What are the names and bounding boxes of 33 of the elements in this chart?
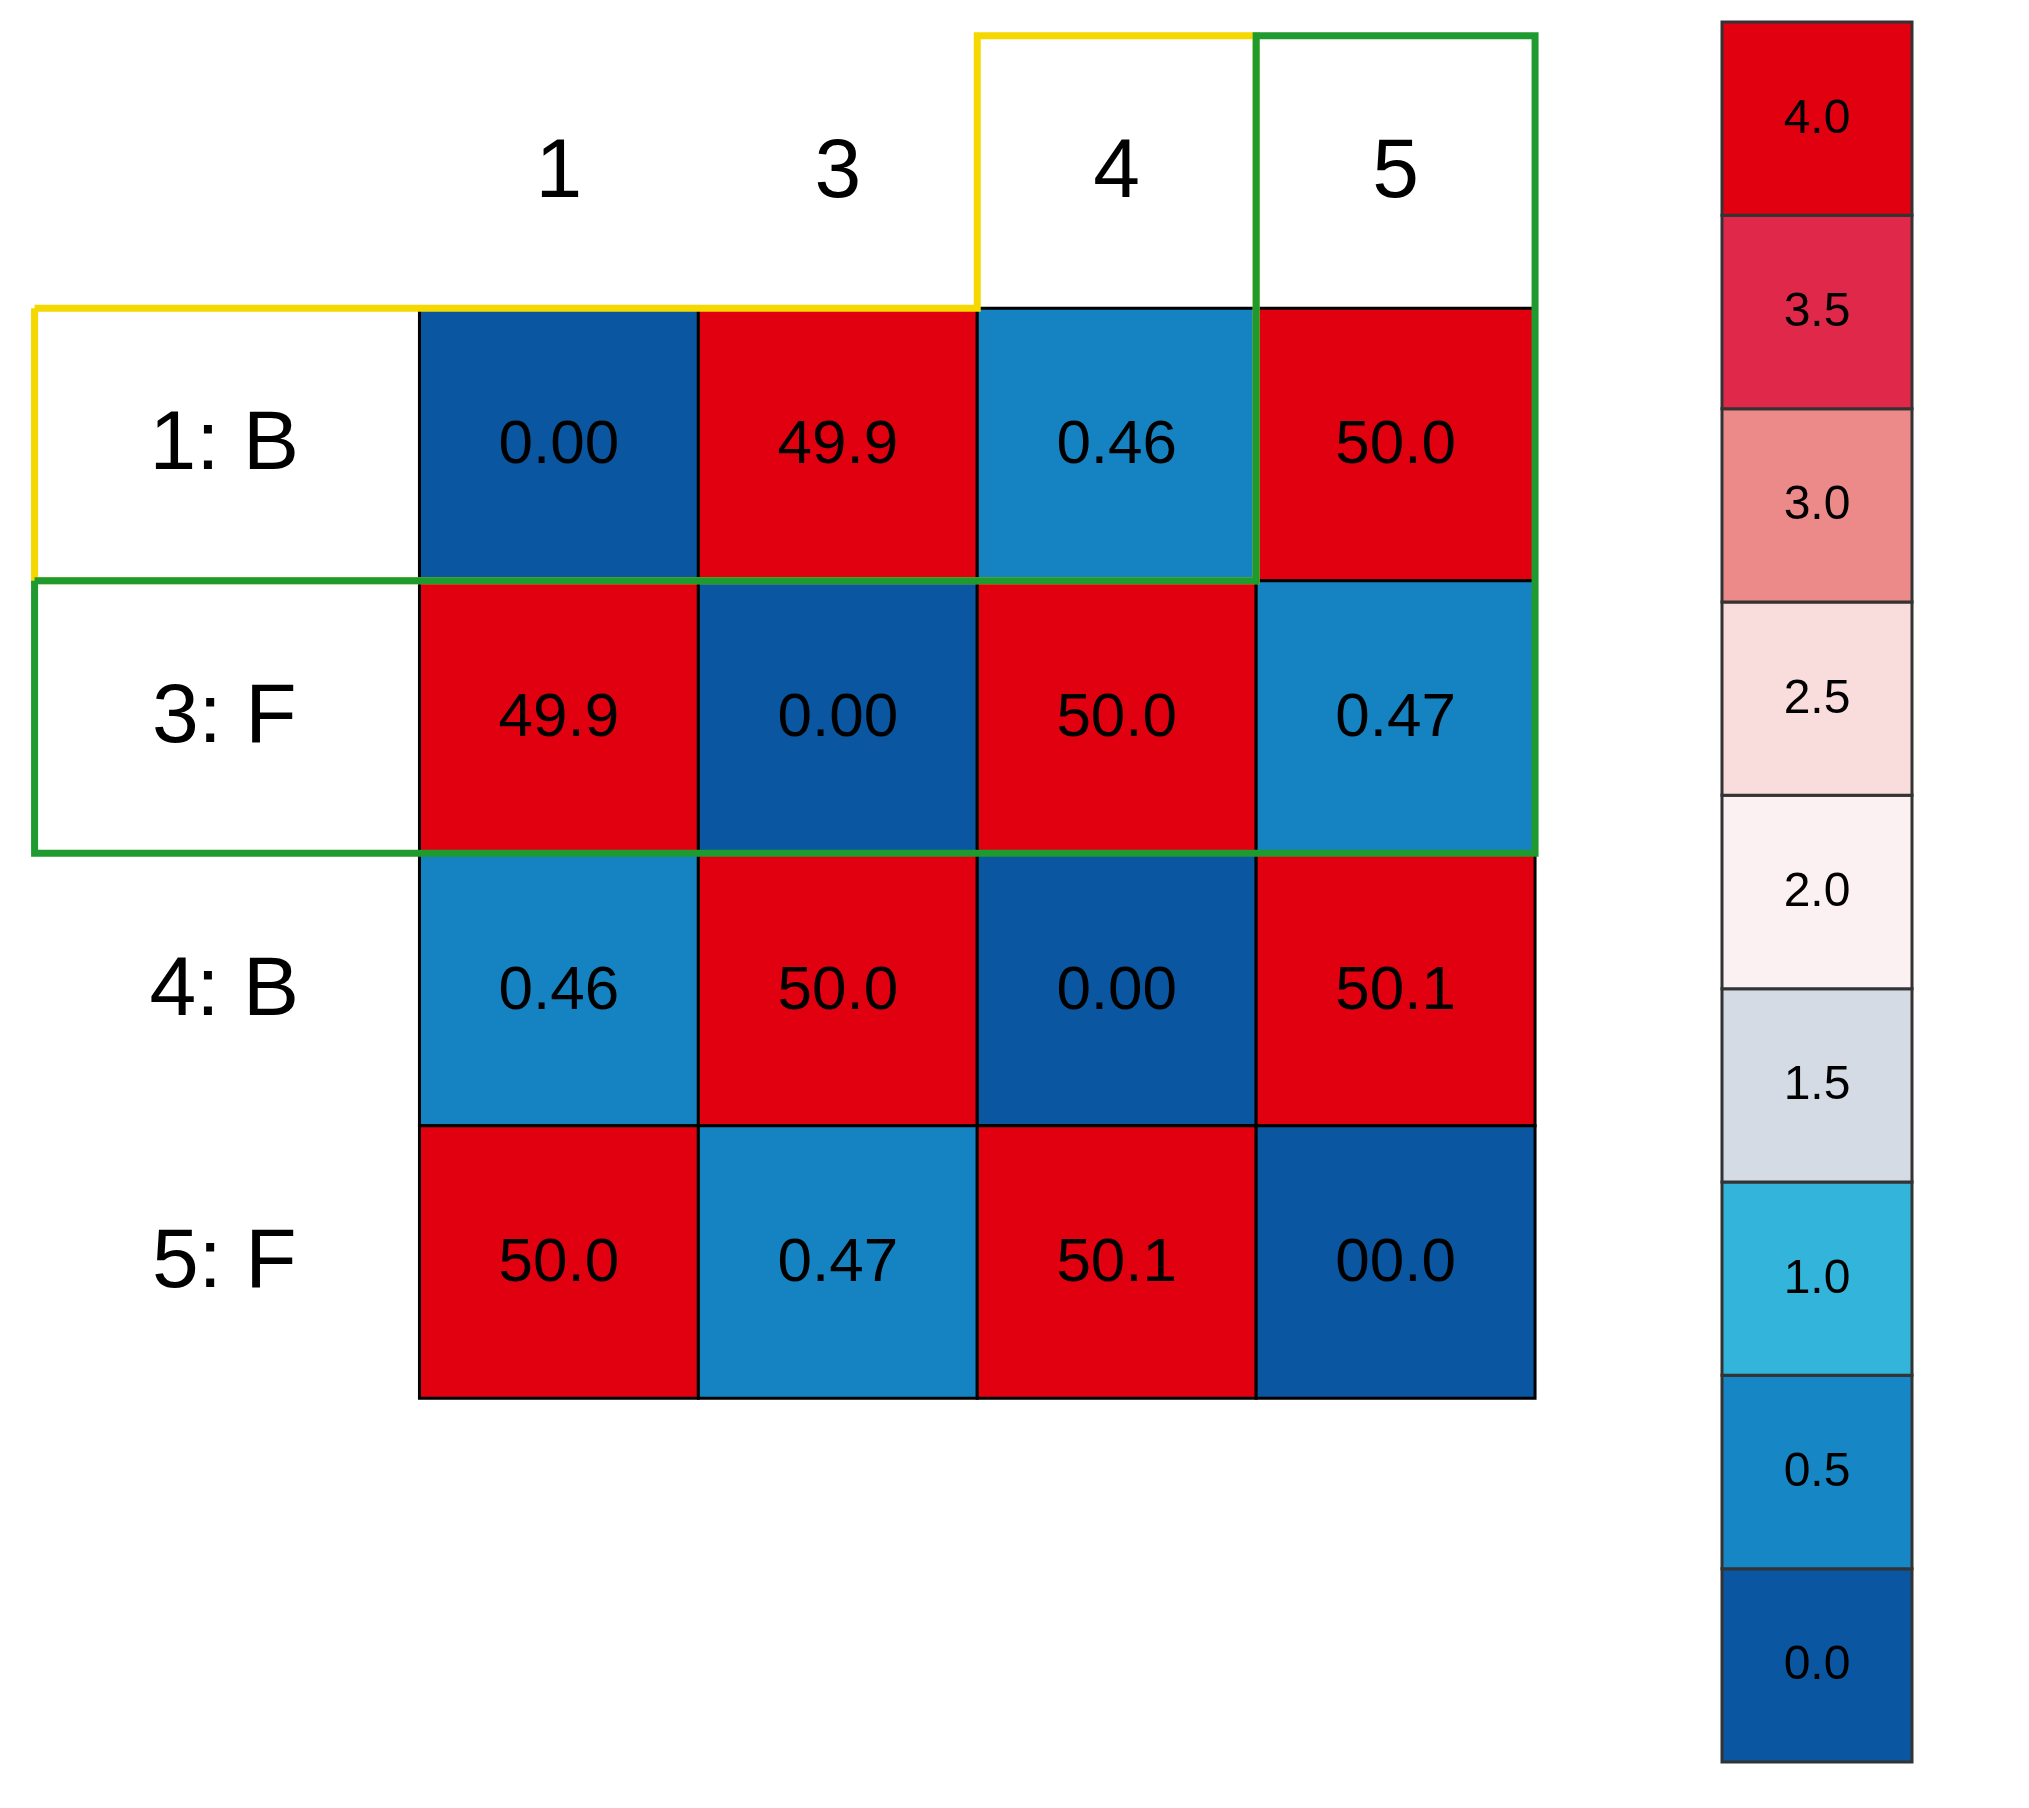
y-tick-label: 1: B (149, 393, 299, 488)
color-bar-label: 3.5 (1783, 283, 1851, 336)
color-bar-label: 3.0 (1783, 476, 1851, 530)
y-tick-label: 4: B (149, 938, 299, 1033)
data-label: 0.46 (498, 952, 620, 1022)
data-label: 0.00 (498, 407, 620, 477)
data-label: 50.1 (1335, 952, 1456, 1022)
data-label: 50.0 (1335, 407, 1456, 477)
data-label: 0.47 (1335, 680, 1456, 749)
y-tick-label: 3: F (151, 666, 297, 760)
x-tick-label: 5 (1372, 120, 1419, 215)
x-tick-label: 3 (814, 120, 862, 215)
data-label: 50.0 (1056, 680, 1178, 749)
data-label: 0.47 (777, 1225, 899, 1295)
color-bar-label: 2.5 (1783, 669, 1851, 723)
color-bar-label: 2.0 (1783, 863, 1851, 916)
x-tick-label: 1 (535, 120, 583, 215)
color-bar-label: 1.0 (1783, 1249, 1851, 1303)
x-tick-label: 4 (1093, 120, 1141, 215)
color-bar-label: 1.5 (1783, 1056, 1851, 1110)
color-bar-label: 0.0 (1783, 1636, 1851, 1690)
data-label: 50.1 (1056, 1225, 1178, 1295)
data-label: 50.0 (498, 1225, 620, 1295)
data-label: 50.0 (777, 952, 899, 1022)
data-label: 0.00 (1056, 952, 1178, 1022)
y-tick-label: 5: F (151, 1211, 297, 1306)
data-label: 49.9 (777, 407, 899, 477)
color-bar-label: 4.0 (1783, 89, 1851, 143)
data-label: 49.9 (498, 680, 620, 749)
data-label: 0.46 (1056, 407, 1178, 477)
color-bar-label: 0.5 (1783, 1443, 1851, 1496)
data-label: 0.00 (777, 680, 899, 749)
data-label: 00.0 (1335, 1225, 1456, 1295)
